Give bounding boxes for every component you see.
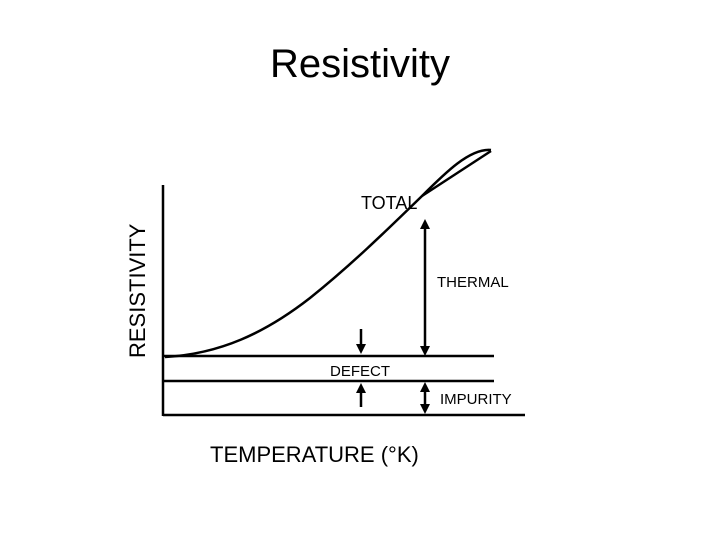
- total-resistivity-curve-tail: [421, 149, 492, 198]
- thermal-label: THERMAL: [437, 274, 509, 291]
- x-axis-label: TEMPERATURE (°K): [210, 442, 419, 467]
- total-label: TOTAL: [361, 193, 417, 213]
- impurity-label: IMPURITY: [440, 391, 512, 408]
- y-axis-label: RESISTIVITY: [125, 223, 150, 358]
- total-resistivity-curve: [164, 148, 492, 359]
- page-title: Resistivity: [269, 42, 451, 86]
- defect-label: DEFECT: [330, 363, 390, 380]
